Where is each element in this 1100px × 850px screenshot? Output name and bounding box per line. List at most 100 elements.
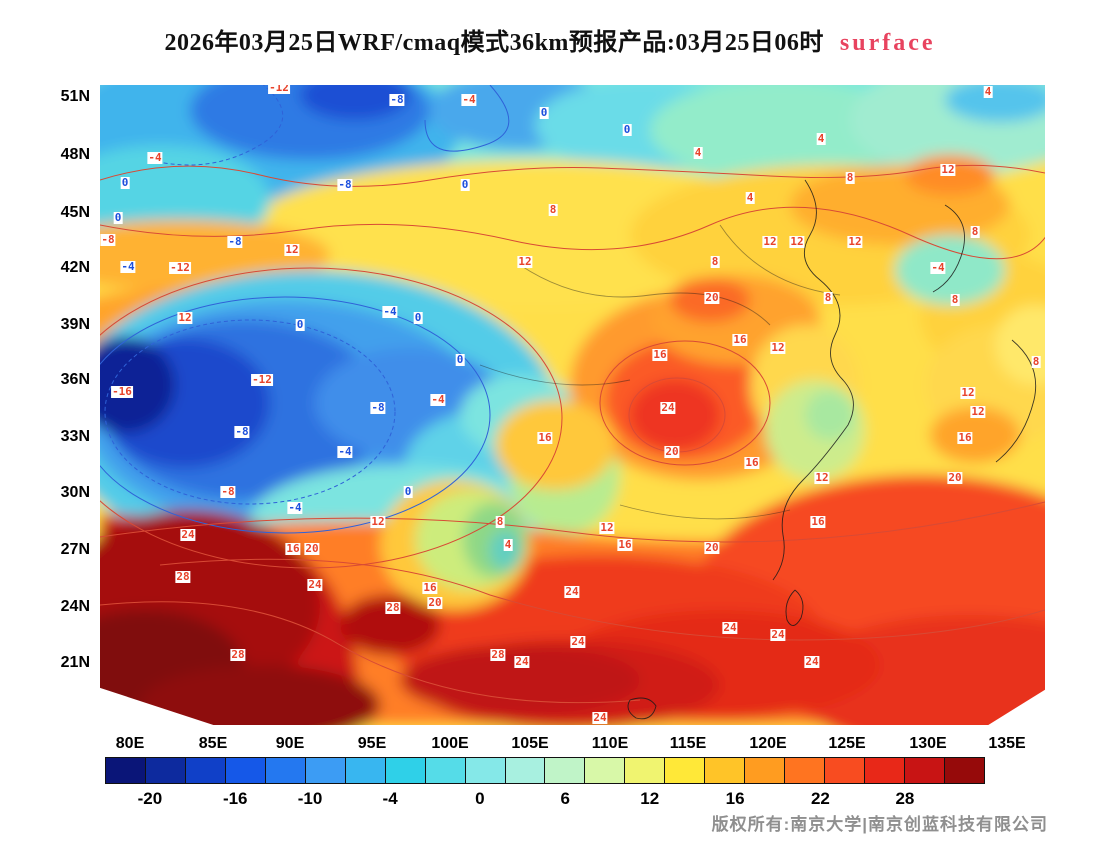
- colorbar-segment: [544, 757, 586, 784]
- contour-label: 20: [704, 541, 720, 554]
- contour-label: 16: [810, 515, 826, 528]
- contour-label: 12: [370, 515, 386, 528]
- contour-label: 0: [120, 176, 130, 189]
- contour-label: 0: [460, 178, 470, 191]
- contour-label: 8: [710, 255, 720, 268]
- lon-tick-label: 100E: [431, 735, 469, 752]
- contour-label: 16: [422, 581, 438, 594]
- lat-tick-label: 27N: [60, 541, 90, 558]
- colorbar-tick-label: 22: [810, 789, 830, 808]
- contour-label: 0: [455, 353, 465, 366]
- contour-label: 16: [744, 456, 760, 469]
- contour-label: 0: [622, 123, 632, 136]
- contour-label: -8: [370, 401, 386, 414]
- lat-tick-label: 39N: [60, 316, 90, 333]
- contour-label: 8: [823, 291, 833, 304]
- colorbar-segment: [584, 757, 626, 784]
- contour-label: 20: [704, 291, 720, 304]
- contour-label: 24: [307, 578, 323, 591]
- longitude-axis: 80E 85E 90E 95E 100E 105E 110E 115E 120E 125E 130E…: [100, 735, 1045, 757]
- colorbar-segment: [744, 757, 786, 784]
- contour-label: 16: [732, 333, 748, 346]
- colorbar-segment: [105, 757, 146, 784]
- lat-tick-label: 36N: [60, 371, 90, 388]
- contour-label: 12: [284, 243, 300, 256]
- contour-label: 24: [514, 655, 530, 668]
- lon-tick-label: 110E: [591, 735, 629, 752]
- contour-label: 8: [950, 293, 960, 306]
- colorbar-segment: [504, 757, 546, 784]
- contour-label: 0: [403, 485, 413, 498]
- colorbar-segment: [904, 757, 946, 784]
- filled-contour-field: [100, 85, 1045, 725]
- temperature-field-svg: [100, 85, 1045, 725]
- colorbar-segment: [344, 757, 386, 784]
- contour-label: 24: [592, 711, 608, 724]
- contour-label: 12: [960, 386, 976, 399]
- contour-label: 12: [177, 311, 193, 324]
- lat-tick-label: 21N: [60, 654, 90, 671]
- colorbar-segment: [224, 757, 266, 784]
- contour-label: -16: [111, 385, 133, 398]
- contour-label: 20: [427, 596, 443, 609]
- lon-tick-label: 105E: [511, 735, 549, 752]
- lat-tick-label: 30N: [60, 484, 90, 501]
- contour-label: -4: [930, 261, 946, 274]
- contour-label: 16: [537, 431, 553, 444]
- latitude-axis: 51N 48N 45N 42N 39N 36N 33N 30N 27N 24N 21N: [38, 85, 92, 725]
- contour-label: -4: [120, 260, 136, 273]
- colorbar-tick-label: 0: [475, 789, 485, 808]
- contour-label: -8: [234, 425, 250, 438]
- contour-label: 24: [804, 655, 820, 668]
- contour-label: 16: [285, 542, 301, 555]
- colorbar-segment: [464, 757, 506, 784]
- lat-tick-label: 33N: [60, 428, 90, 445]
- contour-label: 28: [230, 648, 246, 661]
- contour-label: 16: [617, 538, 633, 551]
- colorbar-ticks: -20 -16 -10 -4 0 6 12 16 22 28: [105, 789, 985, 811]
- lon-tick-label: 135E: [988, 735, 1026, 752]
- contour-label: -4: [337, 445, 353, 458]
- title-bar: 2026年03月25日WRF/cmaq模式36km预报产品:03月25日06时 s…: [0, 22, 1100, 57]
- contour-label: -8: [389, 93, 405, 106]
- contour-label: 4: [503, 538, 513, 551]
- map-canvas: -12 -8 -4 0 0 4 4 8 12 4 -4 -8 0 8 4 0 0 -8 -8 12 -4 -12 12 8 12…: [100, 85, 1045, 725]
- page-title-accent: surface: [839, 30, 936, 56]
- contour-label: 12: [970, 405, 986, 418]
- contour-label: 8: [1031, 355, 1041, 368]
- lon-tick-label: 85E: [198, 735, 228, 752]
- contour-label: 12: [762, 235, 778, 248]
- colorbar-segment: [944, 757, 985, 784]
- colorbar-tick-label: -4: [382, 789, 398, 808]
- contour-label: 24: [770, 628, 786, 641]
- contour-label: 0: [413, 311, 423, 324]
- contour-label: 8: [970, 225, 980, 238]
- colorbar-segment: [184, 757, 226, 784]
- colorbar-tick-label: 28: [895, 789, 915, 808]
- contour-label: 12: [847, 235, 863, 248]
- contour-label: 20: [947, 471, 963, 484]
- contour-label: 28: [385, 601, 401, 614]
- contour-label: 24: [564, 585, 580, 598]
- contour-label: 12: [940, 163, 956, 176]
- contour-label: 28: [490, 648, 506, 661]
- coastline-borders: [479, 179, 1037, 720]
- colorbar-segment: [304, 757, 346, 784]
- contour-label: 24: [660, 401, 676, 414]
- contour-label: 4: [745, 191, 755, 204]
- colorbar-segment: [824, 757, 866, 784]
- lat-tick-label: 48N: [60, 146, 90, 163]
- contour-label: 8: [548, 203, 558, 216]
- colorbar-tick-label: -10: [297, 789, 323, 808]
- contour-label: 16: [652, 348, 668, 361]
- colorbar-tick-label: -20: [137, 789, 163, 808]
- contour-lines: [100, 85, 1045, 704]
- lon-tick-label: 130E: [909, 735, 947, 752]
- lat-tick-label: 51N: [60, 88, 90, 105]
- contour-label: -12: [251, 373, 273, 386]
- colorbar-segment: [264, 757, 306, 784]
- contour-label: 8: [845, 171, 855, 184]
- contour-label: -8: [337, 178, 353, 191]
- lat-tick-label: 45N: [60, 204, 90, 221]
- lon-tick-label: 80E: [115, 735, 145, 752]
